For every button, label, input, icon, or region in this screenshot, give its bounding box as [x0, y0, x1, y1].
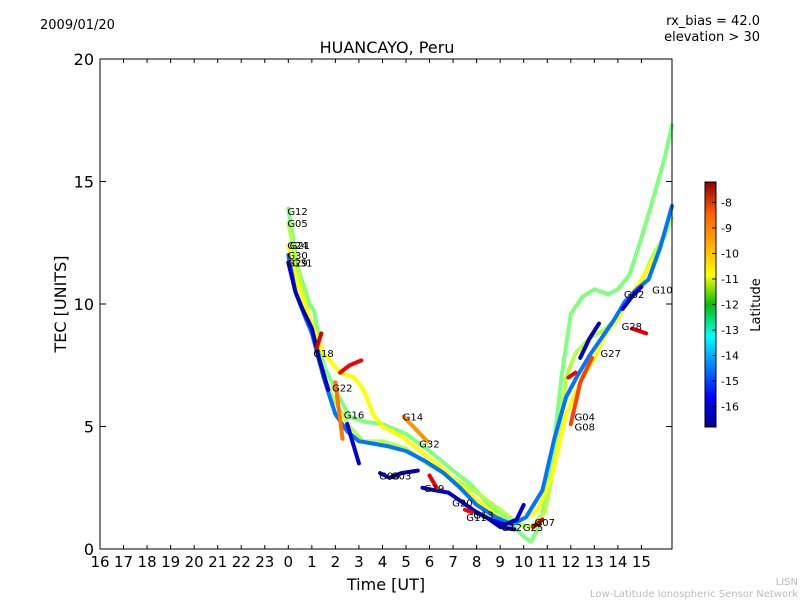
y-tick-label: 15 [74, 173, 94, 192]
colorbar-tick-label: -11 [721, 273, 739, 286]
x-tick-label: 0 [284, 553, 294, 571]
x-tick-label: 6 [425, 553, 435, 571]
satellite-track [345, 422, 361, 466]
satellite-label: G14 [403, 413, 423, 424]
satellite-label: G12 [287, 207, 307, 218]
y-axis-label: TEC [UNITS] [51, 256, 70, 354]
y-tick-label: 10 [74, 295, 94, 314]
y-tick-label: 0 [84, 540, 94, 559]
x-tick-label: 12 [561, 553, 580, 571]
elevation-label: elevation > 30 [664, 30, 760, 45]
satellite-label: G24 [287, 241, 307, 252]
x-tick-label: 23 [255, 553, 274, 571]
y-tick-label: 5 [84, 418, 94, 437]
x-tick-label: 1 [307, 553, 317, 571]
colorbar-tick-label: -16 [721, 401, 739, 414]
y-tick-label: 20 [74, 50, 94, 69]
satellite-track [578, 321, 601, 360]
satellite-track [286, 123, 674, 544]
satellite-label: G08 [574, 423, 594, 434]
colorbar-tick-label: -12 [721, 299, 739, 312]
satellite-track [286, 243, 656, 527]
x-tick-label: 18 [138, 553, 157, 571]
satellite-label: G06 [379, 472, 399, 483]
satellite-track [531, 517, 545, 529]
x-tick-label: 14 [608, 553, 627, 571]
colorbar-ticks: -8 -9 -10 -11 -12 -13 -14 -15 -16 [712, 196, 739, 414]
satellite-track [286, 260, 331, 392]
colorbar-label: Latitude [749, 278, 764, 332]
satellite-track [378, 468, 420, 480]
x-tick-label: 19 [161, 553, 180, 571]
satellite-label: G29 [287, 258, 307, 269]
x-tick-label: 15 [632, 553, 651, 571]
satellite-label: G04 [574, 413, 594, 424]
satellite-label: G12 [502, 523, 522, 534]
x-tick-label: 17 [114, 553, 133, 571]
x-tick-label: 13 [585, 553, 604, 571]
x-tick-label: 9 [495, 553, 505, 571]
x-tick-label: 16 [90, 553, 109, 571]
satellite-label: G05 [287, 219, 307, 230]
x-axis-label: Time [UT] [346, 575, 425, 594]
y-axis: 0 5 10 15 20 [74, 50, 672, 559]
x-tick-label: 22 [232, 553, 251, 571]
satellite-label: G31 [292, 258, 312, 269]
colorbar-tick-label: -8 [721, 196, 732, 209]
rx-bias-label: rx_bias = 42.0 [666, 14, 760, 29]
date-label: 2009/01/20 [40, 18, 115, 33]
x-tick-label: 5 [401, 553, 411, 571]
satellite-track [314, 331, 324, 351]
colorbar-tick-label: -13 [721, 324, 739, 337]
x-tick-label: 3 [354, 553, 364, 571]
x-tick-label: 4 [378, 553, 388, 571]
satellite-label: G30 [287, 251, 307, 262]
x-tick-label: 2 [331, 553, 341, 571]
satellite-track [566, 370, 578, 380]
satellite-label: G11 [466, 513, 486, 524]
satellite-track [620, 284, 644, 311]
network-credit: Low-Latitude Ionospheric Sensor Network [590, 589, 798, 600]
x-tick-label: 21 [208, 553, 227, 571]
x-tick-label: 7 [448, 553, 458, 571]
lisn-credit: LISN [775, 577, 798, 588]
satellite-label: G18 [313, 349, 333, 360]
satellite-label: G10 [652, 285, 672, 296]
satellite-label: G07 [534, 518, 554, 529]
x-axis: 16 17 18 19 20 21 22 23 0 1 2 3 4 5 6 7 8 9 10 11 12 13 14 15 [90, 59, 651, 571]
colorbar-tick-label: -14 [721, 350, 739, 363]
satellite-label: G03 [391, 472, 411, 483]
satellite-label: G20 [452, 498, 472, 509]
satellite-label: G21 [290, 241, 310, 252]
satellite-track [469, 507, 517, 532]
colorbar-tick-label: -10 [721, 247, 739, 260]
chart-title: HUANCAYO, Peru [319, 38, 455, 57]
satellite-label: G16 [344, 410, 364, 421]
colorbar-tick-label: -15 [721, 375, 739, 388]
satellite-label: G02 [624, 290, 644, 301]
satellite-track [333, 380, 345, 441]
colorbar-tick-label: -9 [721, 222, 732, 235]
series-layer [286, 123, 674, 544]
satellite-track [338, 358, 364, 375]
x-tick-label: 11 [538, 553, 557, 571]
satellite-track [462, 507, 474, 515]
satellite-track [427, 473, 439, 490]
satellite-track [568, 355, 594, 427]
satellite-label: G32 [419, 440, 439, 451]
satellite-label: G28 [622, 322, 642, 333]
x-tick-label: 8 [472, 553, 482, 571]
satellite-track [630, 326, 649, 336]
satellite-track [401, 414, 430, 444]
satellite-label: G13 [473, 511, 493, 522]
satellite-label: G25 [523, 523, 543, 534]
satellite-label: G27 [600, 349, 620, 360]
x-tick-label: 10 [514, 553, 533, 571]
satellite-track [286, 204, 674, 527]
x-tick-label: 20 [185, 553, 204, 571]
satellite-label: G22 [332, 383, 352, 394]
satellite-label: G19 [424, 484, 444, 495]
